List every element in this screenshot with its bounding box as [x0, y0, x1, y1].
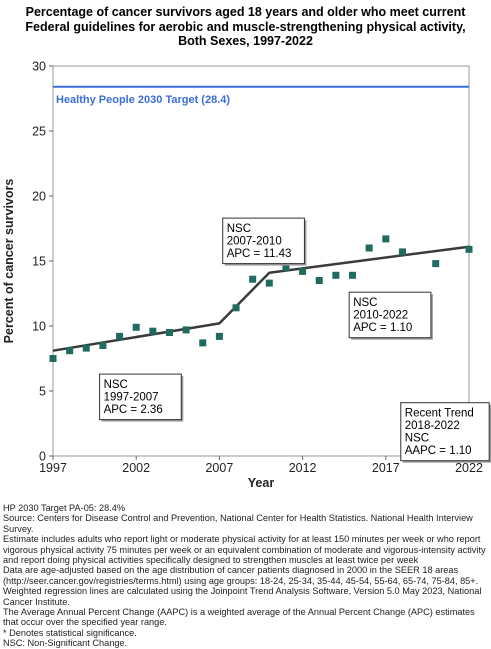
annotation-text: NSC	[227, 223, 251, 235]
data-point	[116, 332, 124, 340]
data-point	[215, 332, 223, 340]
y-tick-label: 10	[32, 320, 46, 334]
x-tick-label: 2017	[372, 461, 400, 475]
data-point	[315, 277, 323, 284]
data-point	[349, 271, 357, 279]
data-point	[49, 355, 57, 362]
annotation-box	[99, 373, 182, 421]
y-tick-label: 20	[32, 190, 46, 204]
data-point	[382, 235, 390, 243]
y-tick-label: 30	[32, 60, 46, 74]
data-point	[182, 326, 190, 334]
data-point	[465, 245, 473, 253]
annotation-text: 2018-2022	[405, 420, 460, 432]
footnote: Source: Centers for Disease Control and …	[3, 513, 473, 534]
data-point	[199, 339, 207, 347]
data-point	[232, 304, 240, 312]
annotation-text: APC = 2.36	[104, 404, 163, 416]
title-line-2: Federal guidelines for aerobic and muscl…	[25, 19, 466, 34]
footnote: Weighted regression lines are calculated…	[3, 586, 482, 607]
data-point	[99, 342, 107, 349]
x-tick-label: 2007	[205, 461, 233, 475]
footnote: HP 2030 Target PA-05: 28.4%	[3, 503, 126, 513]
data-point	[299, 267, 307, 275]
data-point	[365, 244, 373, 252]
data-point	[132, 323, 140, 331]
annotation-box	[222, 217, 305, 265]
footnote: * Denotes statistical significance.	[3, 627, 137, 638]
y-axis-label: Percent of cancer survivors	[2, 179, 16, 344]
annotation-text: APC = 11.43	[227, 248, 292, 260]
data-point	[149, 327, 157, 335]
x-tick-label: 2012	[289, 461, 317, 475]
annotation-box	[400, 402, 490, 462]
annotation-text: 2010-2022	[353, 310, 408, 322]
footnotes: HP 2030 Target PA-05: 28.4% Source: Cent…	[3, 503, 489, 649]
y-tick-label: 25	[32, 125, 46, 139]
title-line-3: Both Sexes, 1997-2022	[178, 34, 313, 48]
data-point	[332, 271, 340, 279]
footnote: Estimate includes adults who report ligh…	[3, 534, 486, 566]
footnote: The Average Annual Percent Change (AAPC)…	[3, 607, 475, 628]
data-point	[282, 264, 290, 271]
data-point	[249, 275, 257, 283]
x-tick-label: 1997	[39, 461, 67, 475]
annotation-text: 2007-2010	[227, 236, 282, 248]
annotation-text: 1997-2007	[104, 392, 159, 404]
annotation-text: Recent Trend	[405, 408, 474, 420]
annotation-box	[348, 291, 432, 339]
annotation-text: NSC	[405, 433, 429, 445]
x-axis-label: Year	[248, 476, 275, 490]
footnote: NSC: Non-Significant Change.	[3, 638, 128, 649]
data-point	[432, 260, 440, 268]
y-tick-label: 0	[39, 450, 46, 464]
x-tick-label: 2002	[122, 461, 150, 475]
annotation-text: NSC	[104, 379, 128, 391]
data-point	[398, 248, 406, 256]
target-label: Healthy People 2030 Target (28.4)	[56, 94, 230, 106]
chart: 0 5 10 15 20 25 30 1997 2002 2007 2012 2017 2022 Year…	[2, 60, 491, 490]
annotation-text: AAPC = 1.10	[405, 445, 472, 457]
title-line-1: Percentage of cancer survivors aged 18 y…	[25, 5, 466, 19]
x-tick-label: 2022	[455, 461, 483, 475]
data-point	[165, 329, 173, 336]
data-point	[66, 347, 74, 355]
annotation-text: APC = 1.10	[353, 322, 412, 334]
y-tick-label: 5	[39, 385, 46, 399]
trend-line	[52, 245, 470, 352]
data-point	[82, 344, 90, 352]
y-tick-label: 15	[32, 255, 46, 269]
chart-title: Percentage of cancer survivors aged 18 y…	[0, 5, 491, 49]
annotation-text: NSC	[353, 297, 377, 309]
footnote: Data are age-adjusted based on the age d…	[3, 565, 479, 586]
data-point	[265, 279, 273, 287]
